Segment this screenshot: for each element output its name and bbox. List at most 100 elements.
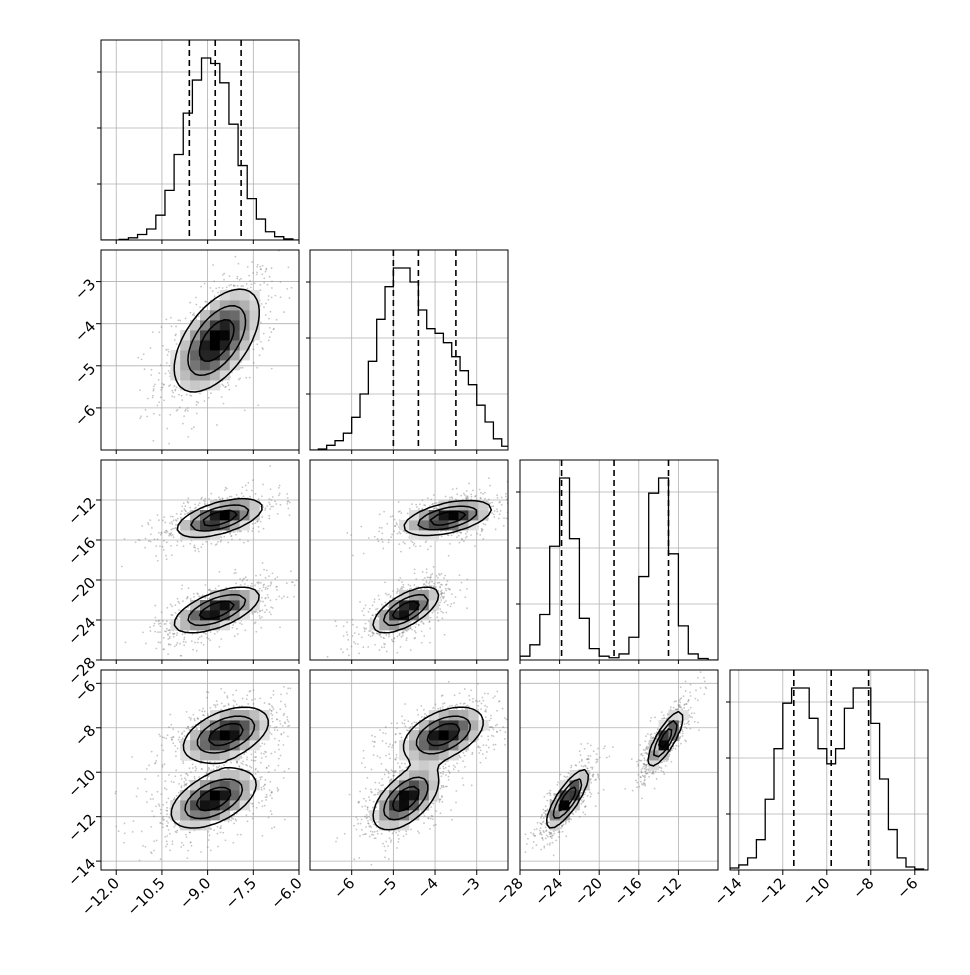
scatter-point <box>170 737 172 739</box>
scatter-point <box>265 796 267 798</box>
scatter-point <box>235 622 237 624</box>
scatter-point <box>184 735 186 737</box>
scatter-point <box>155 620 157 622</box>
scatter-point <box>277 513 279 515</box>
scatter-point <box>300 306 302 308</box>
scatter-point <box>401 586 403 588</box>
scatter-point <box>400 646 402 648</box>
scatter-point <box>433 583 435 585</box>
scatter-point <box>189 507 191 509</box>
scatter-point <box>261 776 263 778</box>
scatter-point <box>217 292 219 294</box>
scatter-point <box>307 238 309 240</box>
scatter-point <box>415 623 417 625</box>
scatter-point <box>241 492 243 494</box>
scatter-point <box>155 762 157 764</box>
scatter-point <box>150 541 152 543</box>
scatter-point <box>346 631 348 633</box>
scatter-point <box>512 508 514 510</box>
density-cell <box>230 290 240 300</box>
scatter-point <box>152 331 154 333</box>
scatter-point <box>154 538 156 540</box>
scatter-point <box>141 358 143 360</box>
scatter-point <box>421 620 423 622</box>
scatter-point <box>377 538 379 540</box>
scatter-point <box>407 513 409 515</box>
scatter-point <box>158 620 160 622</box>
scatter-point <box>265 577 267 579</box>
scatter-point <box>166 362 168 364</box>
scatter-point <box>184 505 186 507</box>
scatter-point <box>261 616 263 618</box>
scatter-point <box>164 836 166 838</box>
scatter-point <box>253 760 255 762</box>
scatter-point <box>219 571 221 573</box>
scatter-point <box>430 499 432 501</box>
scatter-point <box>335 620 337 622</box>
scatter-point <box>262 562 264 564</box>
scatter-point <box>505 496 507 498</box>
scatter-point <box>174 339 176 341</box>
scatter-point <box>384 581 386 583</box>
scatter-point <box>153 388 155 390</box>
scatter-point <box>263 586 265 588</box>
scatter-point <box>254 522 256 524</box>
scatter-point <box>167 653 169 655</box>
scatter-point <box>247 820 249 822</box>
scatter-point <box>160 858 162 860</box>
scatter-point <box>131 756 133 758</box>
scatter-point <box>268 515 270 517</box>
scatter-point <box>385 634 387 636</box>
scatter-point <box>403 586 405 588</box>
scatter-point <box>260 610 262 612</box>
scatter-point <box>274 295 276 297</box>
scatter-point <box>269 503 271 505</box>
scatter-point <box>352 555 354 557</box>
scatter-point <box>425 584 427 586</box>
scatter-point <box>166 840 168 842</box>
scatter-point <box>261 742 263 744</box>
scatter-point <box>446 583 448 585</box>
scatter-point <box>186 728 188 730</box>
scatter-point <box>280 504 282 506</box>
scatter-point <box>373 601 375 603</box>
scatter-point <box>303 735 305 737</box>
scatter-point <box>259 266 261 268</box>
scatter-point <box>399 633 401 635</box>
scatter-point <box>266 767 268 769</box>
scatter-point <box>153 385 155 387</box>
scatter-point <box>256 367 258 369</box>
scatter-point <box>159 414 161 416</box>
scatter-point <box>195 770 197 772</box>
scatter-point <box>177 518 179 520</box>
scatter-point <box>163 383 165 385</box>
scatter-point <box>157 538 159 540</box>
scatter-point <box>327 656 329 658</box>
scatter-point <box>381 532 383 534</box>
scatter-point <box>470 494 472 496</box>
scatter-point <box>270 331 272 333</box>
scatter-point <box>223 764 225 766</box>
scatter-point <box>388 636 390 638</box>
scatter-point <box>221 383 223 385</box>
scatter-point <box>279 493 281 495</box>
scatter-point <box>275 599 277 601</box>
scatter-point <box>190 719 192 721</box>
scatter-point <box>196 592 198 594</box>
scatter-point <box>277 790 279 792</box>
scatter-point <box>287 508 289 510</box>
scatter-point <box>170 516 172 518</box>
scatter-point <box>220 825 222 827</box>
scatter-point <box>213 829 215 831</box>
scatter-point <box>279 485 281 487</box>
scatter-point <box>186 857 188 859</box>
scatter-point <box>275 503 277 505</box>
scatter-point <box>266 505 268 507</box>
scatter-point <box>152 395 154 397</box>
scatter-point <box>170 317 172 319</box>
scatter-point <box>216 766 218 768</box>
scatter-point <box>186 394 188 396</box>
scatter-point <box>263 569 265 571</box>
scatter-point <box>183 785 185 787</box>
scatter-point <box>167 354 169 356</box>
